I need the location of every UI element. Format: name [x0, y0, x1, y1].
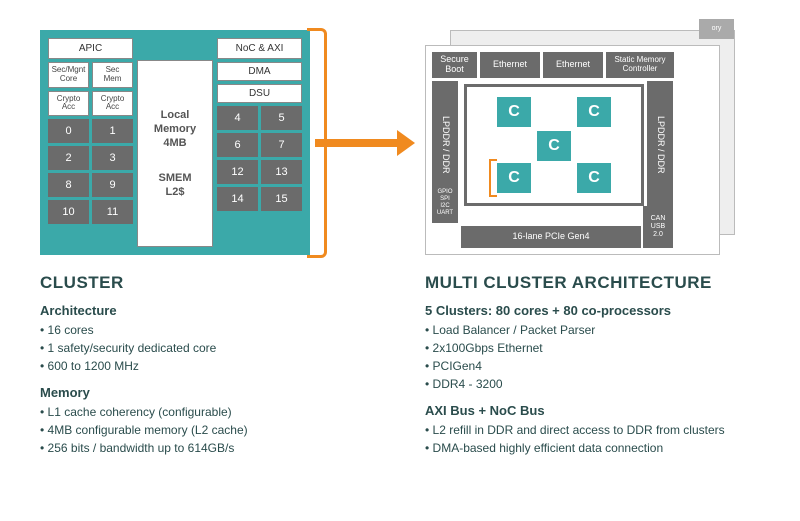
core-box: 13	[261, 160, 302, 184]
memory-heading: Memory	[40, 385, 375, 400]
bullet-item: DMA-based highly efficient data connecti…	[425, 439, 760, 457]
dsu-box: DSU	[217, 84, 302, 103]
bullet-item: DDR4 - 3200	[425, 375, 760, 393]
cluster-title: CLUSTER	[40, 273, 375, 293]
cluster-grid: C C C C C	[464, 84, 644, 206]
smem-label: L2$	[166, 186, 185, 198]
core-box: 3	[92, 146, 133, 170]
mini-bracket-icon	[489, 159, 497, 197]
core-box: 12	[217, 160, 258, 184]
core-box: 1	[92, 119, 133, 143]
local-memory-box: Local Memory 4MB SMEM L2$	[137, 60, 213, 247]
core-box: 9	[92, 173, 133, 197]
crypto-acc-box: CryptoAcc	[48, 91, 89, 117]
bullet-item: 4MB configurable memory (L2 cache)	[40, 421, 375, 439]
bullet-item: 256 bits / bandwidth up to 614GB/s	[40, 439, 375, 457]
core-box: 0	[48, 119, 89, 143]
arrow-icon	[315, 133, 415, 153]
core-box: 11	[92, 200, 133, 224]
core-box: 5	[261, 106, 302, 130]
cluster-tile: C	[497, 163, 531, 193]
memory-back-box: ory	[699, 19, 734, 39]
core-box: 15	[261, 187, 302, 211]
dma-box: DMA	[217, 62, 302, 81]
architecture-heading: Architecture	[40, 303, 375, 318]
ethernet-box: Ethernet	[480, 52, 540, 78]
cluster-diagram: APIC Sec/MgntCore SecMem CryptoAcc Crypt…	[40, 30, 310, 255]
noc-axi-box: NoC & AXI	[217, 38, 302, 59]
local-mem-label: Memory	[154, 123, 196, 135]
core-box: 6	[217, 133, 258, 157]
core-box: 4	[217, 106, 258, 130]
pcie-box: 16-lane PCIe Gen4	[461, 226, 641, 248]
secure-boot-box: SecureBoot	[432, 52, 477, 78]
cluster-right-col: NoC & AXI DMA DSU 45 67 1213 1415	[217, 38, 302, 247]
multi-cluster-title: MULTI CLUSTER ARCHITECTURE	[425, 273, 760, 293]
cluster-center-col: Local Memory 4MB SMEM L2$	[137, 38, 213, 247]
bullet-item: 1 safety/security dedicated core	[40, 339, 375, 357]
bullet-item: Load Balancer / Packet Parser	[425, 321, 760, 339]
chip-foreground: SecureBoot Ethernet Ethernet Static Memo…	[425, 45, 720, 255]
lpddr-right-box: LPDDR / DDR	[647, 81, 673, 209]
cluster-left-col: APIC Sec/MgntCore SecMem CryptoAcc Crypt…	[48, 38, 133, 247]
bullet-item: 2x100Gbps Ethernet	[425, 339, 760, 357]
bus-bullets: L2 refill in DDR and direct access to DD…	[425, 421, 760, 457]
local-mem-label: 4MB	[163, 137, 186, 149]
core-box: 8	[48, 173, 89, 197]
bullet-item: PCIGen4	[425, 357, 760, 375]
local-mem-label: Local	[161, 109, 190, 121]
sec-mgnt-core-box: Sec/MgntCore	[48, 62, 89, 88]
crypto-acc-box: CryptoAcc	[92, 91, 133, 117]
static-memory-controller-box: Static MemoryController	[606, 52, 674, 78]
cluster-tile: C	[577, 97, 611, 127]
cluster-tile: C	[537, 131, 571, 161]
architecture-bullets: 16 cores 1 safety/security dedicated cor…	[40, 321, 375, 375]
clusters-bullets: Load Balancer / Packet Parser 2x100Gbps …	[425, 321, 760, 393]
core-box: 14	[217, 187, 258, 211]
core-box: 7	[261, 133, 302, 157]
bus-heading: AXI Bus + NoC Bus	[425, 403, 760, 418]
can-usb-box: CANUSB2.0	[643, 206, 673, 248]
cluster-tile: C	[497, 97, 531, 127]
bullet-item: L2 refill in DDR and direct access to DD…	[425, 421, 760, 439]
memory-bullets: L1 cache coherency (configurable) 4MB co…	[40, 403, 375, 457]
core-box: 2	[48, 146, 89, 170]
apic-box: APIC	[48, 38, 133, 59]
core-box: 10	[48, 200, 89, 224]
clusters-heading: 5 Clusters: 80 cores + 80 co-processors	[425, 303, 760, 318]
multi-cluster-diagram: ory SecureBoot Ethernet Ethernet Static …	[425, 30, 735, 255]
cluster-tile: C	[577, 163, 611, 193]
bullet-item: 600 to 1200 MHz	[40, 357, 375, 375]
bullet-item: 16 cores	[40, 321, 375, 339]
ethernet-box: Ethernet	[543, 52, 603, 78]
smem-label: SMEM	[159, 172, 192, 184]
sec-mem-box: SecMem	[92, 62, 133, 88]
bullet-item: L1 cache coherency (configurable)	[40, 403, 375, 421]
gpio-box: GPIOSPII2CUART	[432, 183, 458, 223]
